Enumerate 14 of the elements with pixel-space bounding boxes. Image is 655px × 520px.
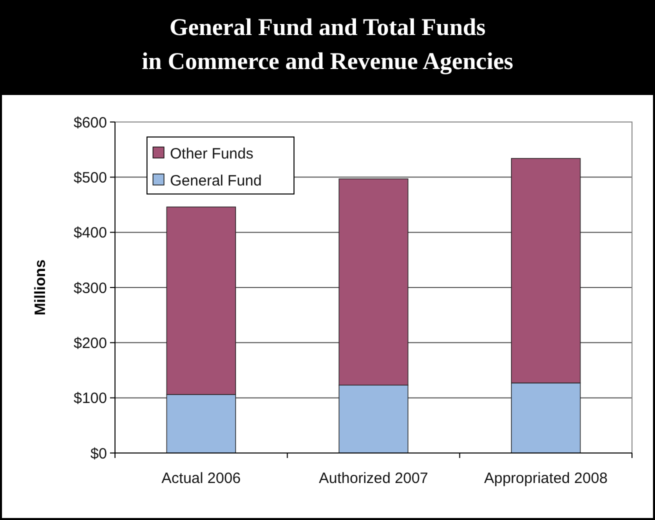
y-tick-label: $300	[74, 280, 107, 297]
y-tick-label: $0	[90, 445, 107, 462]
legend-label: Other Funds	[170, 145, 254, 162]
y-axis-title: Millions	[32, 260, 49, 316]
x-tick-label: Appropriated 2008	[484, 470, 608, 487]
y-tick-label: $200	[74, 334, 107, 352]
y-tick-label: $400	[74, 224, 107, 242]
y-tick-label: $100	[74, 390, 107, 408]
legend-label: General Fund	[170, 172, 262, 190]
chart-title: General Fund and Total Funds in Commerce and Revenue Agencies	[142, 15, 514, 75]
x-tick-label: Actual 2006	[162, 470, 241, 487]
x-tick-label: Authorized 2007	[318, 470, 428, 487]
y-tick-label: $600	[74, 114, 107, 132]
y-tick-label: $500	[74, 169, 107, 186]
